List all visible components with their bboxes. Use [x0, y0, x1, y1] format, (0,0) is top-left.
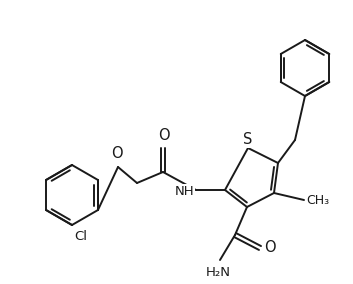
- Text: S: S: [243, 132, 253, 147]
- Text: O: O: [111, 146, 123, 161]
- Text: H₂N: H₂N: [205, 266, 231, 279]
- Text: O: O: [158, 128, 170, 143]
- Text: O: O: [264, 241, 276, 256]
- Text: CH₃: CH₃: [306, 193, 329, 206]
- Text: NH: NH: [174, 185, 194, 197]
- Text: Cl: Cl: [74, 230, 87, 243]
